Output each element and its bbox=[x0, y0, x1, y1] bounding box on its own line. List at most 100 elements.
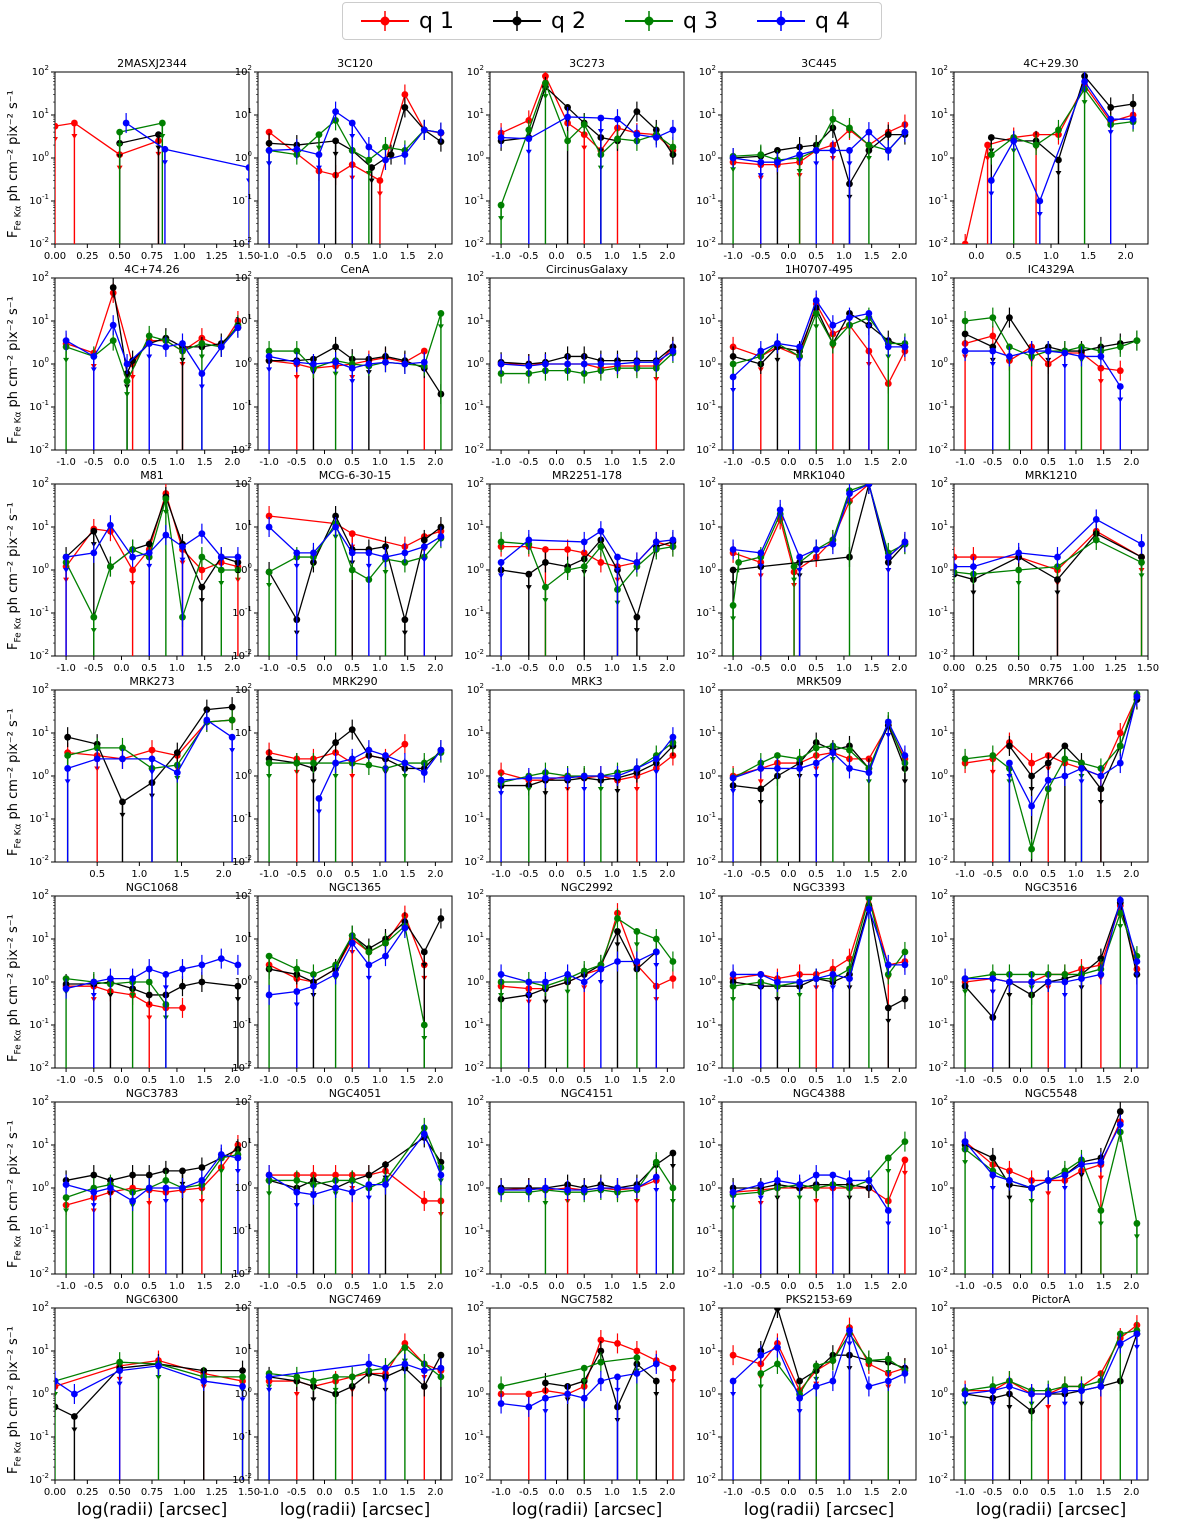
x-tick-label: 1.0 bbox=[1068, 1281, 1084, 1292]
y-tick-label: 100 bbox=[931, 150, 948, 164]
data-point bbox=[1028, 348, 1035, 355]
data-point bbox=[564, 1187, 571, 1194]
data-point bbox=[597, 361, 604, 368]
x-tick-label: 0.5 bbox=[808, 663, 824, 674]
plot-frame bbox=[722, 896, 916, 1068]
x-tick-label: 2.0 bbox=[427, 663, 443, 674]
x-tick-label: -1.0 bbox=[723, 251, 743, 262]
x-tick-label: 1.5 bbox=[632, 457, 648, 468]
data-point bbox=[902, 961, 909, 968]
data-point bbox=[1117, 383, 1124, 390]
y-tick-label: 10-1 bbox=[928, 399, 948, 413]
data-point bbox=[421, 1022, 428, 1029]
y-tick-label: 10-1 bbox=[464, 193, 484, 207]
data-point bbox=[614, 554, 621, 561]
x-tick-label: -1.0 bbox=[723, 457, 743, 468]
subplot-title: NGC4051 bbox=[329, 1087, 381, 1100]
data-point bbox=[730, 775, 737, 782]
data-point bbox=[962, 348, 969, 355]
data-point bbox=[90, 1172, 97, 1179]
data-point bbox=[421, 949, 428, 956]
subplot-title: 4C+29.30 bbox=[1023, 57, 1078, 70]
x-tick-label: -0.5 bbox=[287, 1075, 307, 1086]
x-tick-label: 1.0 bbox=[169, 1281, 185, 1292]
data-point bbox=[438, 915, 445, 922]
x-tick-label: 0.5 bbox=[576, 457, 592, 468]
x-tick-label: 0.5 bbox=[141, 457, 157, 468]
x-tick-label: 0.5 bbox=[1040, 1075, 1056, 1086]
data-point bbox=[1054, 576, 1061, 583]
data-point bbox=[365, 549, 372, 556]
y-tick-label: 10-2 bbox=[464, 1060, 484, 1074]
data-point bbox=[962, 1138, 969, 1145]
x-tick-label: 1.5 bbox=[174, 869, 190, 880]
x-tick-label: -1.0 bbox=[491, 663, 511, 674]
data-point bbox=[90, 549, 97, 556]
x-tick-label: 0.0 bbox=[317, 251, 333, 262]
x-tick-label: -1.0 bbox=[259, 1075, 279, 1086]
plot-frame bbox=[55, 72, 249, 244]
data-point bbox=[401, 151, 408, 158]
y-tick-label: 10-1 bbox=[29, 1223, 49, 1237]
plot-frame bbox=[954, 690, 1148, 862]
y-tick-label: 10-2 bbox=[464, 442, 484, 456]
y-tick-label: 10-1 bbox=[696, 1017, 716, 1031]
data-point bbox=[162, 971, 169, 978]
data-point bbox=[365, 361, 372, 368]
data-point bbox=[989, 333, 996, 340]
x-tick-label: -1.0 bbox=[259, 1281, 279, 1292]
y-tick-label: 102 bbox=[32, 1094, 49, 1108]
y-tick-label: 100 bbox=[931, 974, 948, 988]
x-tick-label: 1.0 bbox=[169, 1075, 185, 1086]
data-point bbox=[200, 1378, 207, 1385]
x-tick-label: 0.0 bbox=[317, 457, 333, 468]
data-point bbox=[774, 340, 781, 347]
data-point bbox=[614, 773, 621, 780]
x-tick-label: 1.5 bbox=[197, 1075, 213, 1086]
data-point bbox=[1130, 101, 1137, 108]
data-point bbox=[796, 151, 803, 158]
data-point bbox=[266, 1172, 273, 1179]
x-tick-label: 0.00 bbox=[44, 1487, 66, 1498]
x-tick-label: 0.5 bbox=[1006, 251, 1022, 262]
x-tick-label: -1.0 bbox=[955, 869, 975, 880]
y-tick-label: 10-2 bbox=[696, 1060, 716, 1074]
data-point bbox=[902, 949, 909, 956]
data-point bbox=[670, 1185, 677, 1192]
data-point bbox=[846, 314, 853, 321]
data-point bbox=[377, 177, 384, 184]
x-tick-label: 1.25 bbox=[206, 251, 228, 262]
data-point bbox=[1078, 1161, 1085, 1168]
data-point bbox=[614, 915, 621, 922]
data-point bbox=[382, 953, 389, 960]
data-point bbox=[266, 353, 273, 360]
y-tick-label: 101 bbox=[32, 1343, 49, 1357]
x-tick-label: -0.5 bbox=[287, 457, 307, 468]
x-tick-label: 1.0 bbox=[604, 457, 620, 468]
data-point bbox=[757, 765, 764, 772]
subplot-title: MRK3 bbox=[571, 675, 602, 688]
data-point bbox=[162, 496, 169, 503]
data-point bbox=[149, 747, 156, 754]
data-point bbox=[670, 127, 677, 134]
data-point bbox=[349, 567, 356, 574]
x-tick-label: 2.0 bbox=[659, 457, 675, 468]
data-point bbox=[401, 549, 408, 556]
y-tick-label: 100 bbox=[699, 562, 716, 576]
data-point bbox=[1006, 760, 1013, 767]
data-point bbox=[653, 949, 660, 956]
x-tick-label: 0.5 bbox=[141, 1281, 157, 1292]
data-point bbox=[310, 1378, 317, 1385]
data-point bbox=[438, 1352, 445, 1359]
data-point bbox=[653, 755, 660, 762]
y-tick-label: 100 bbox=[32, 356, 49, 370]
data-point bbox=[162, 1177, 169, 1184]
x-tick-label: 0.5 bbox=[344, 457, 360, 468]
data-point bbox=[129, 567, 136, 574]
data-point bbox=[382, 554, 389, 561]
data-point bbox=[332, 971, 339, 978]
data-point bbox=[962, 975, 969, 982]
x-tick-label: 2.0 bbox=[891, 1075, 907, 1086]
